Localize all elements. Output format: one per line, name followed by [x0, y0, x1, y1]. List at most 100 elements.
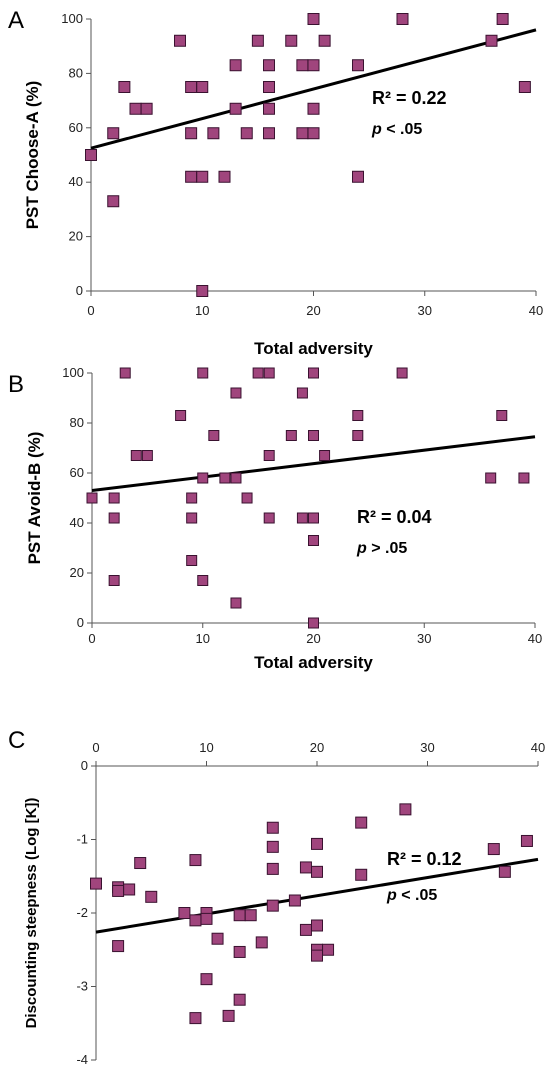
x-tick-label: 0: [92, 740, 99, 755]
y-tick-label: 0: [76, 283, 83, 298]
x-tick-label: 0: [88, 631, 95, 646]
data-point: [266, 840, 279, 853]
data-point: [208, 430, 220, 441]
data-point: [485, 472, 497, 484]
data-point: [211, 932, 224, 945]
data-point: [485, 34, 498, 47]
panel-letter: B: [8, 371, 24, 398]
p-value-label: p > .05: [356, 540, 407, 557]
data-point: [119, 367, 131, 379]
y-tick-label: 80: [70, 415, 84, 430]
data-point: [263, 367, 275, 379]
data-point: [197, 472, 209, 484]
data-point: [118, 81, 131, 93]
data-point: [263, 127, 275, 140]
y-tick-label: 100: [62, 365, 84, 380]
data-point: [296, 387, 308, 399]
y-axis-title: Discounting steepness (Log [K]): [23, 798, 40, 1029]
data-point: [186, 512, 198, 524]
data-point: [299, 861, 312, 874]
data-point: [352, 430, 364, 441]
data-point: [178, 907, 191, 919]
data-point: [200, 973, 213, 986]
x-tick-label: 20: [306, 631, 320, 646]
data-point: [352, 410, 364, 421]
data-point: [189, 854, 202, 867]
r-squared-label: R² = 0.22: [372, 88, 447, 108]
x-tick-label: 10: [199, 740, 213, 755]
y-tick-label: 100: [61, 11, 83, 26]
data-point: [229, 59, 242, 72]
data-point: [145, 890, 158, 903]
data-point: [396, 13, 409, 25]
y-tick-label: -4: [76, 1052, 88, 1067]
data-point: [285, 430, 297, 441]
data-point: [308, 535, 319, 546]
p-comparison: > .05: [367, 540, 408, 557]
y-tick-label: 60: [69, 120, 83, 135]
p-symbol: p: [356, 540, 367, 557]
trendline: [91, 435, 536, 492]
data-point: [112, 884, 125, 897]
data-point: [520, 834, 533, 847]
x-axis-title: Total adversity: [254, 653, 373, 672]
data-point: [241, 492, 253, 504]
data-point: [200, 912, 213, 925]
data-point: [355, 816, 368, 829]
data-point: [487, 843, 500, 856]
data-point: [196, 285, 209, 297]
p-symbol: p: [386, 887, 397, 904]
data-point: [197, 575, 209, 586]
data-point: [185, 81, 198, 93]
data-point: [352, 170, 364, 183]
data-point: [498, 865, 511, 878]
data-point: [263, 512, 275, 524]
data-point: [496, 410, 508, 421]
data-point: [299, 923, 312, 936]
x-tick-label: 10: [196, 631, 210, 646]
data-point: [230, 472, 242, 484]
x-tick-label: 40: [528, 631, 542, 646]
data-point: [285, 34, 298, 47]
x-tick-label: 10: [195, 303, 209, 318]
data-point: [240, 127, 253, 140]
data-point: [90, 877, 102, 890]
data-point: [233, 909, 246, 922]
data-point: [112, 940, 125, 953]
data-point: [85, 149, 97, 161]
data-point: [218, 170, 231, 183]
data-point: [311, 949, 323, 962]
y-tick-label: -1: [76, 832, 88, 847]
data-point: [108, 575, 120, 586]
trendline: [95, 857, 539, 934]
data-point: [229, 102, 242, 115]
y-tick-label: 0: [77, 615, 84, 630]
data-point: [318, 34, 331, 47]
data-point: [296, 127, 309, 140]
x-tick-label: 40: [531, 740, 545, 755]
p-value-label: p < .05: [386, 887, 437, 904]
data-point: [308, 367, 319, 379]
data-point: [189, 914, 202, 927]
data-point: [355, 868, 368, 881]
data-point: [185, 170, 198, 183]
r-squared-label: R² = 0.04: [357, 507, 432, 527]
data-point: [319, 450, 331, 461]
p-value-label: p < .05: [371, 121, 422, 138]
data-point: [255, 936, 268, 949]
data-point: [266, 821, 279, 834]
data-point: [233, 993, 246, 1006]
panel-b: B 0 20 40 60 80 100 0 10 20 30 40 Total adversity PST…: [8, 365, 542, 672]
data-point: [263, 102, 275, 115]
data-point: [186, 492, 198, 504]
p-comparison: < .05: [397, 887, 438, 904]
data-point: [219, 472, 231, 484]
data-point: [308, 617, 319, 629]
x-tick-label: 0: [87, 303, 94, 318]
y-tick-label: 40: [70, 515, 84, 530]
data-point: [307, 102, 320, 115]
y-tick-label: 20: [69, 229, 83, 244]
data-point: [108, 492, 120, 504]
data-point: [140, 102, 153, 115]
